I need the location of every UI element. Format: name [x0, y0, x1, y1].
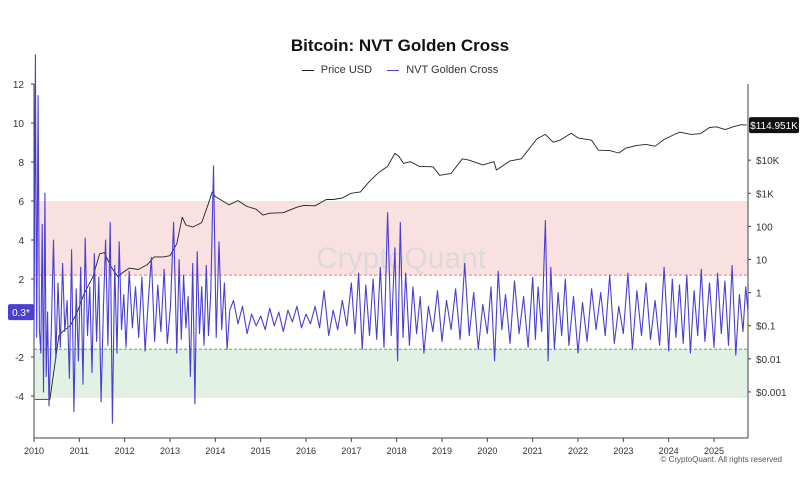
y-right-tick-label: 1	[756, 289, 762, 300]
x-tick-label: 2014	[205, 446, 225, 456]
x-tick-label: 2013	[160, 446, 180, 456]
y-right-tick-label: $0.001	[756, 388, 787, 399]
x-tick-label: 2024	[659, 446, 679, 456]
legend-item-price[interactable]: Price USD	[301, 64, 373, 76]
y-left-tick-label: 6	[18, 197, 24, 208]
x-tick-label: 2015	[251, 446, 271, 456]
nvt-badge-label: 0.3*	[12, 308, 30, 319]
x-tick-label: 2017	[341, 446, 361, 456]
x-tick-label: 2012	[115, 446, 135, 456]
y-left-tick-label: -4	[15, 392, 24, 403]
series-line-nvt	[33, 54, 749, 424]
x-tick-label: 2023	[613, 446, 633, 456]
copyright-note: © CryptoQuant. All rights reserved	[660, 455, 783, 464]
price-badge-label: $114.951K	[750, 121, 798, 132]
y-left-tick-label: 4	[18, 236, 24, 247]
band-overbought	[34, 201, 748, 276]
series-line-price	[34, 124, 747, 400]
y-left-tick-label: -2	[15, 353, 24, 364]
x-tick-label: 2020	[477, 446, 497, 456]
y-right-tick-label: $0.01	[756, 355, 781, 366]
nvt-badge	[8, 304, 34, 321]
y-left-tick-label: 2	[18, 275, 24, 286]
x-tick-label: 2022	[568, 446, 588, 456]
y-right-tick-label: $10K	[756, 156, 780, 167]
x-tick-label: 2016	[296, 446, 316, 456]
y-right-tick-label: 10	[756, 256, 768, 267]
x-tick-label: 2018	[387, 446, 407, 456]
y-left-tick-label: 8	[18, 158, 24, 169]
legend-label-price: Price USD	[320, 64, 373, 76]
legend-label-nvt: NVT Golden Cross	[406, 64, 499, 76]
y-right-tick-label: $1K	[756, 189, 774, 200]
x-tick-label: 2025	[704, 446, 724, 456]
chart-title: Bitcoin: NVT Golden Cross	[290, 36, 510, 55]
x-tick-label: 2019	[432, 446, 452, 456]
y-left-tick-label: 10	[13, 119, 25, 130]
band-oversold	[34, 349, 748, 398]
x-tick-label: 2021	[523, 446, 543, 456]
y-right-tick-label: 100	[756, 222, 773, 233]
legend-item-nvt[interactable]: NVT Golden Cross	[387, 64, 498, 76]
price-badge	[749, 117, 799, 134]
y-left-tick-label: 12	[13, 80, 25, 91]
x-tick-label: 2011	[70, 446, 89, 456]
legend-swatch-nvt	[387, 69, 400, 71]
x-tick-label: 2010	[24, 446, 44, 456]
y-right-tick-label: $0.1	[756, 322, 776, 333]
legend-swatch-price	[301, 69, 314, 71]
legend: Price USD NVT Golden Cross	[0, 64, 800, 76]
